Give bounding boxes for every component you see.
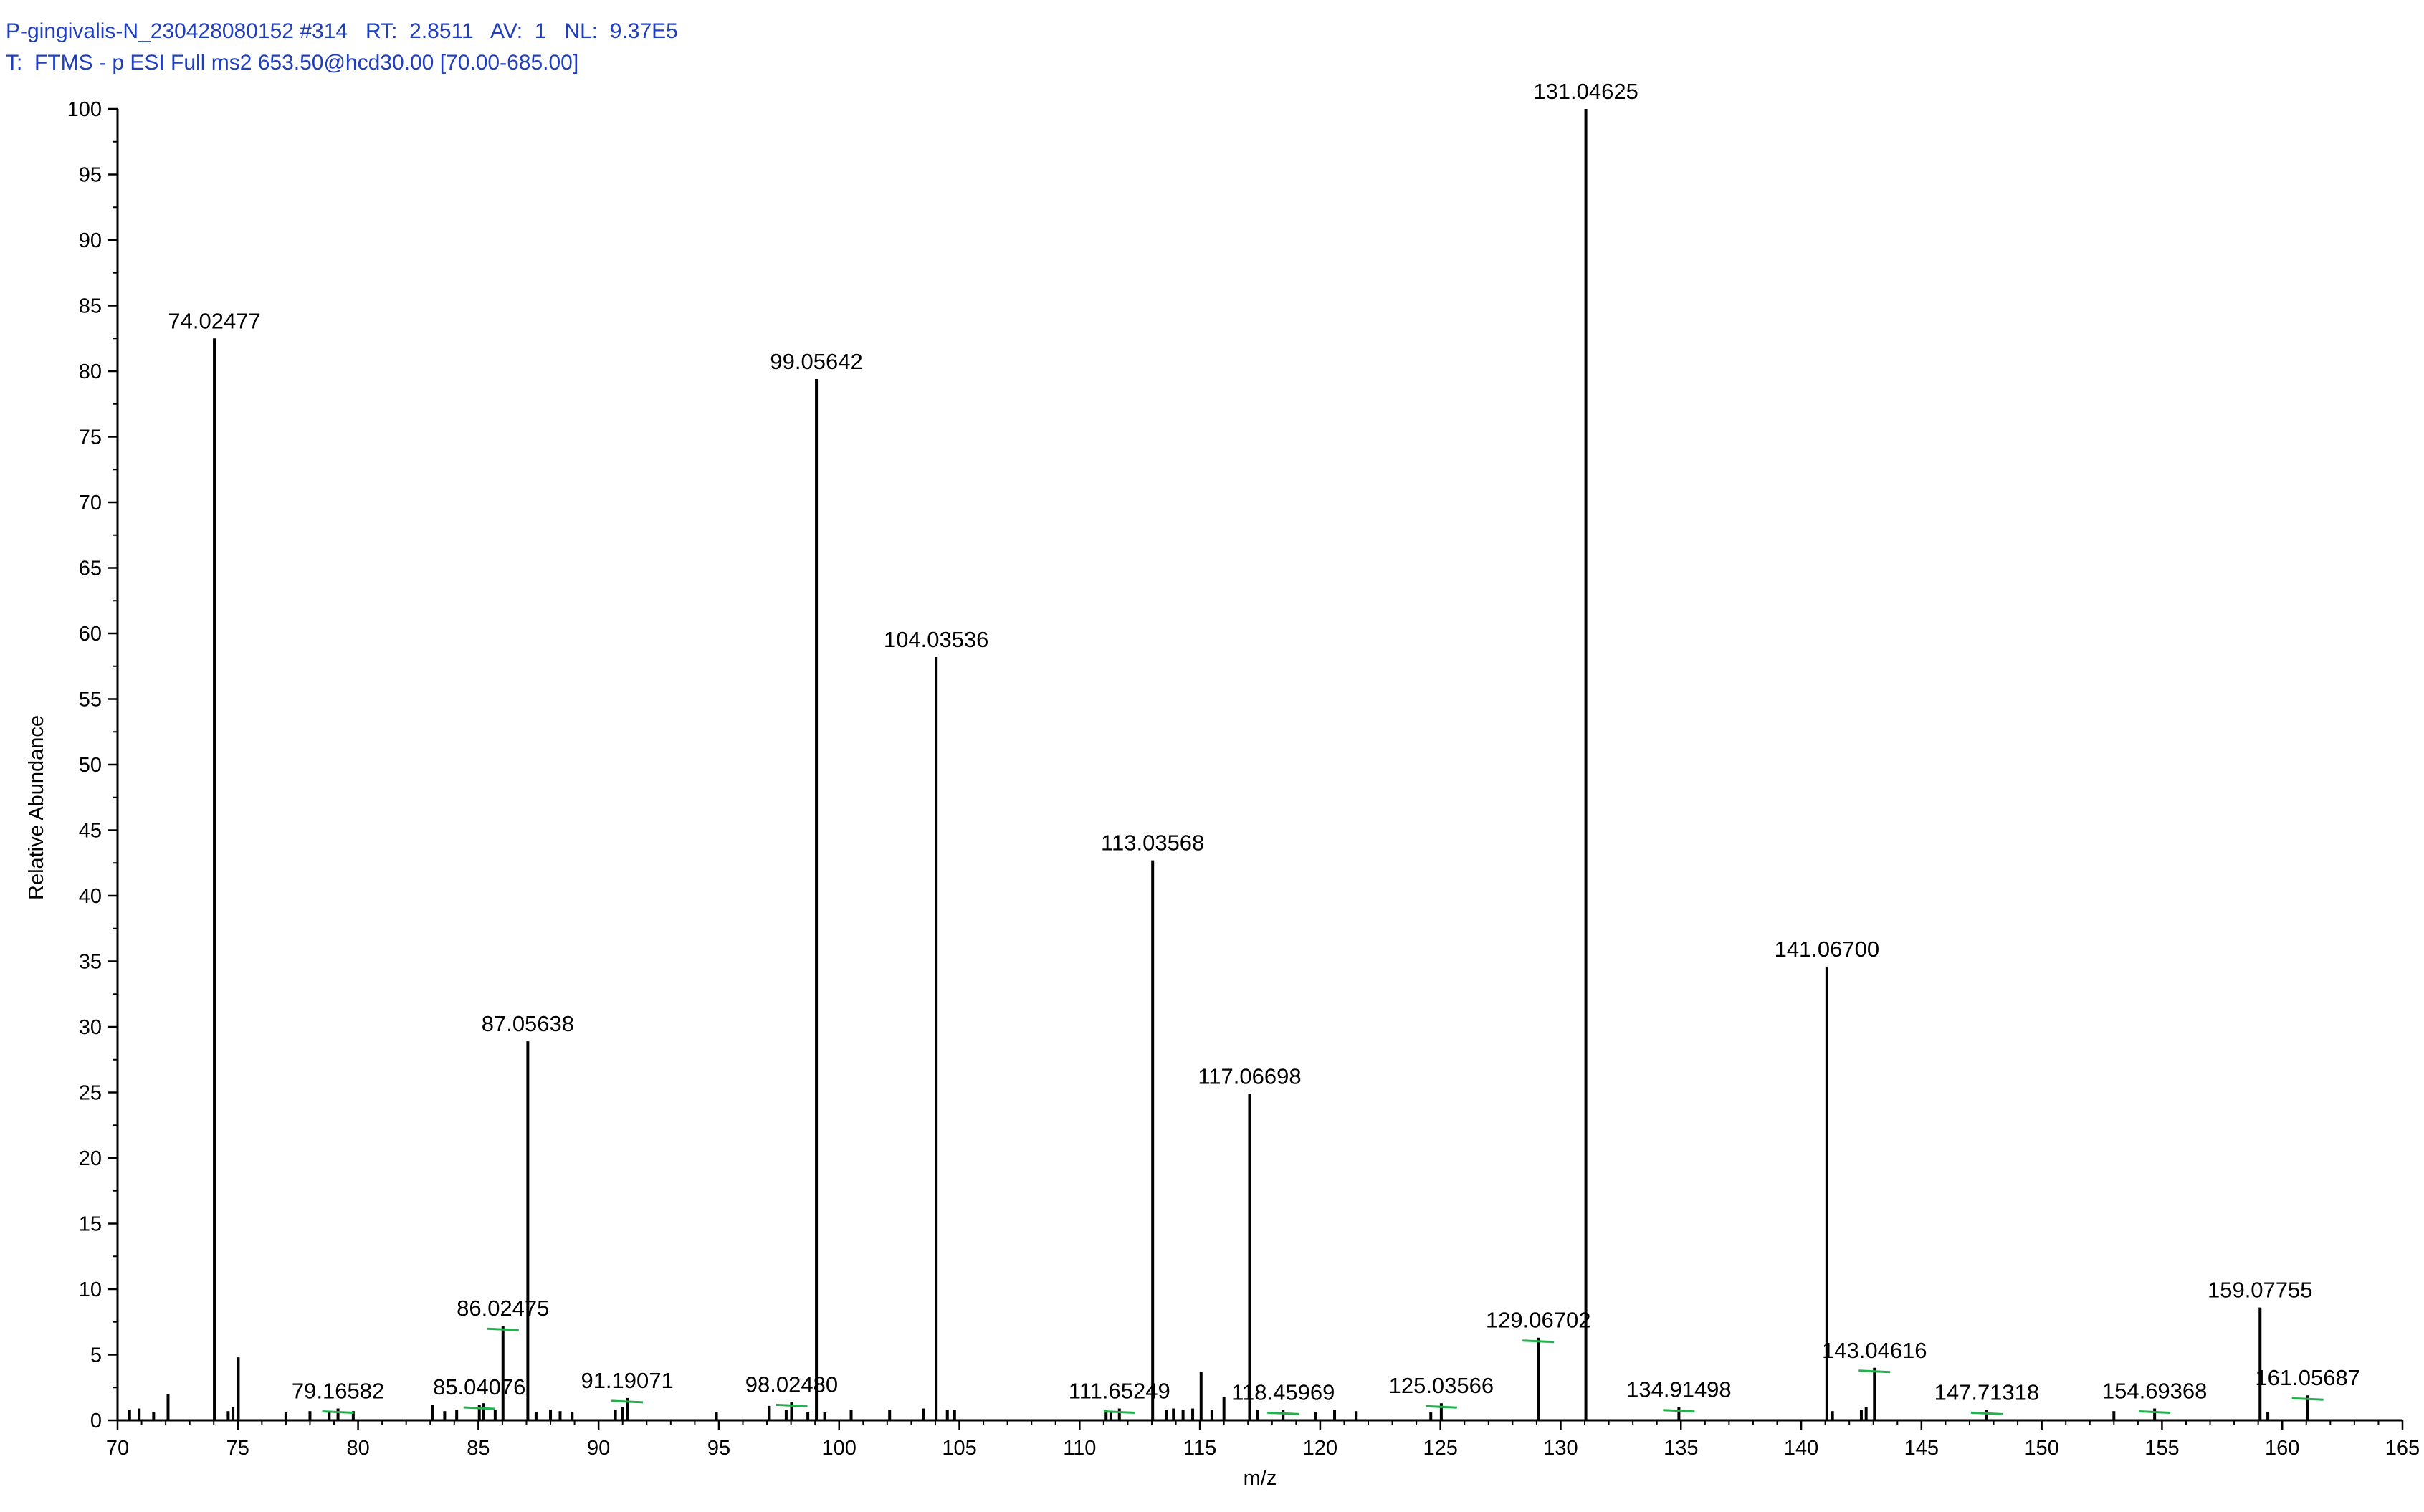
label-connector [463,1406,495,1410]
peak-label: 131.04625 [1533,79,1638,104]
label-connector [611,1399,644,1404]
x-tick-label: 140 [1784,1437,1818,1460]
y-tick-label: 25 [79,1082,102,1105]
x-tick-label: 70 [106,1437,129,1460]
peak-label: 118.45969 [1231,1379,1335,1405]
label-connector [1425,1405,1457,1409]
peak-label: 134.91498 [1626,1377,1732,1402]
y-tick-label: 10 [79,1278,102,1301]
scan-filter-line: T: FTMS - p ESI Full ms2 653.50@hcd30.00… [6,51,579,75]
peak-label: 141.06700 [1775,937,1880,962]
peak-label: 91.19071 [581,1368,673,1393]
peak-label: 79.16582 [292,1379,384,1404]
peak-label: 154.69368 [2102,1379,2208,1404]
x-tick-label: 160 [2265,1437,2299,1460]
y-tick-label: 5 [90,1344,102,1367]
peak-label: 98.02480 [745,1372,838,1397]
y-tick-label: 40 [79,885,102,908]
x-tick-label: 115 [1183,1437,1216,1460]
peak-label: 125.03566 [1389,1373,1494,1398]
peak-label: 86.02475 [457,1296,549,1321]
label-connector [487,1327,519,1331]
y-tick-label: 80 [79,360,102,383]
y-tick-label: 70 [79,492,102,515]
y-tick-label: 60 [79,623,102,646]
y-tick-label: 35 [79,951,102,974]
peak-label: 129.06702 [1486,1308,1591,1333]
x-tick-label: 80 [346,1437,369,1460]
y-tick-label: 85 [79,295,102,318]
label-connector [2291,1397,2324,1401]
y-tick-label: 90 [79,229,102,252]
x-tick-label: 125 [1423,1437,1457,1460]
x-tick-label: 165 [2385,1437,2420,1460]
peak-label: 159.07755 [2208,1278,2313,1303]
y-tick-label: 75 [79,426,102,449]
peak-label: 113.03568 [1101,831,1204,856]
y-tick-label: 65 [79,558,102,580]
label-connector [2139,1410,2171,1415]
label-connector [1663,1409,1695,1413]
peak-label: 143.04616 [1822,1338,1927,1363]
peak-label: 111.65249 [1069,1379,1170,1404]
label-connector [1522,1339,1555,1344]
axis-ticks: 0 5 10 15 20 25 30 35 40 45 50 55 60 65 70 75 80 85 90 95 10… [67,98,2420,1460]
x-tick-label: 105 [942,1437,976,1460]
label-connector [322,1410,354,1415]
x-tick-label: 75 [226,1437,249,1460]
y-tick-label: 15 [79,1213,102,1236]
peak-label: 117.06698 [1198,1063,1301,1088]
peak-label: 161.05687 [2255,1365,2360,1390]
scan-info-line: P-gingivalis-N_230428080152 #314 RT: 2.8… [6,19,678,43]
peak-label: 74.02477 [168,308,260,333]
label-connector [1970,1411,2003,1415]
x-tick-label: 110 [1063,1437,1096,1460]
y-tick-label: 0 [90,1410,102,1432]
y-tick-label: 20 [79,1147,102,1170]
labeled-peaks [213,109,2309,1420]
minor-peaks [128,1357,2270,1420]
x-axis-title: m/z [1244,1467,1277,1490]
label-connector [1103,1410,1135,1415]
label-connector [776,1403,808,1407]
y-tick-label: 30 [79,1016,102,1039]
peak-labels: 74.02477 79.16582 85.04076 86.02475 87.05638… [168,79,2360,1415]
spectrum-header: P-gingivalis-N_230428080152 #314 RT: 2.8… [6,16,678,79]
x-tick-label: 145 [1904,1437,1939,1460]
x-tick-label: 150 [2024,1437,2058,1460]
y-tick-label: 45 [79,820,102,843]
x-tick-label: 100 [822,1437,856,1460]
peak-label: 99.05642 [770,349,862,374]
peak-label: 85.04076 [433,1374,525,1399]
y-tick-label: 50 [79,754,102,777]
y-tick-label: 95 [79,164,102,187]
x-tick-label: 135 [1664,1437,1698,1460]
peak-label: 87.05638 [482,1011,574,1036]
peak-label: 147.71318 [1934,1379,2040,1405]
label-connector [1267,1411,1299,1415]
peak-label: 104.03536 [884,627,989,652]
y-tick-label: 100 [67,98,102,121]
x-tick-label: 90 [587,1437,610,1460]
x-tick-label: 85 [467,1437,490,1460]
axes [116,109,2402,1422]
label-connector [1858,1369,1891,1374]
x-tick-label: 120 [1303,1437,1337,1460]
y-axis-title: Relative Abundance [25,715,48,900]
x-tick-label: 130 [1543,1437,1578,1460]
y-tick-label: 55 [79,689,102,712]
x-tick-label: 95 [707,1437,730,1460]
x-tick-label: 155 [2144,1437,2179,1460]
